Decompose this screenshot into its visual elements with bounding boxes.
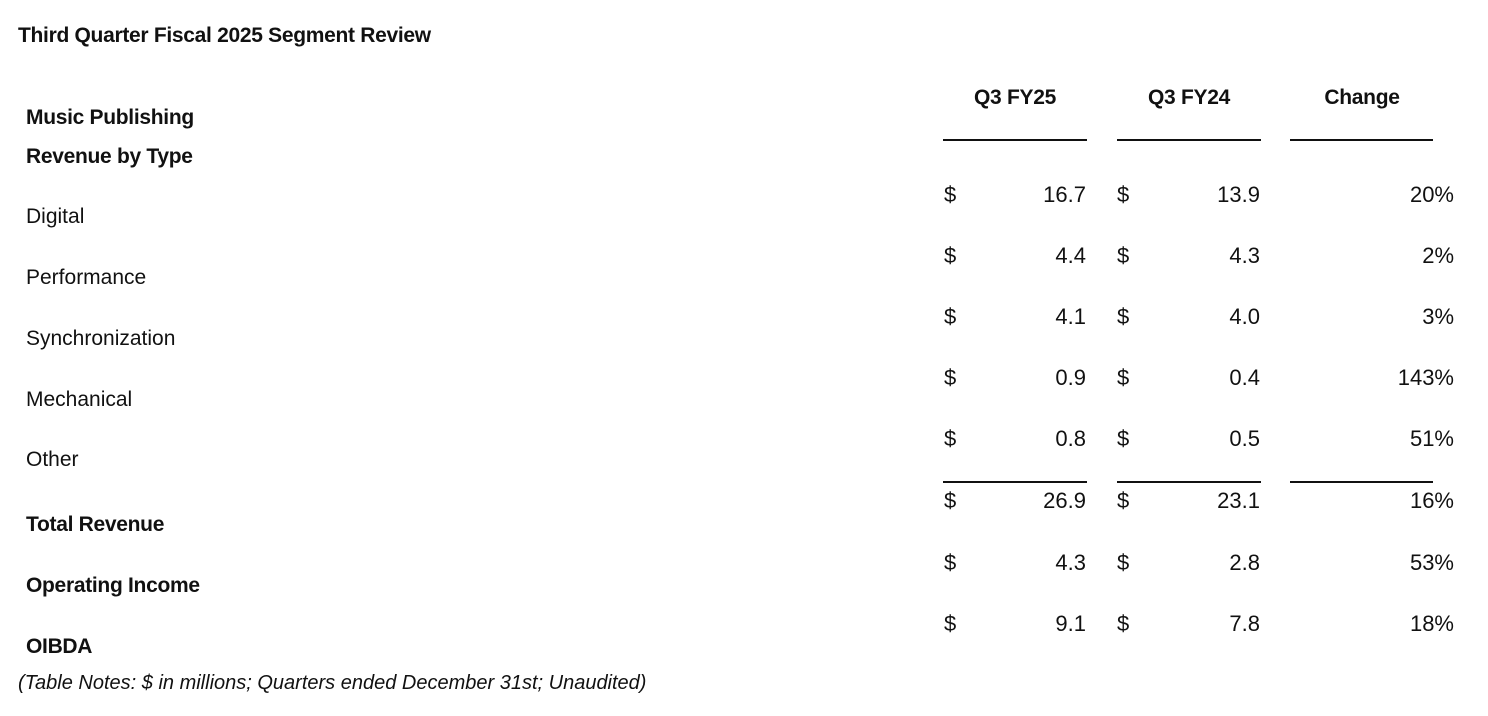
row-label: Digital xyxy=(26,205,85,228)
column-header-change: Change xyxy=(1324,86,1400,109)
cell-change: 16% xyxy=(1409,488,1454,513)
row-label: Synchronization xyxy=(26,327,176,350)
cell-change: 51% xyxy=(1409,426,1454,451)
cell-q3fy25: 16.7 xyxy=(1043,182,1086,207)
row-label: Operating Income xyxy=(26,574,200,597)
currency-symbol: $ xyxy=(944,243,957,268)
currency-symbol: $ xyxy=(944,182,957,207)
segment-heading: Music Publishing xyxy=(26,106,194,129)
currency-symbol: $ xyxy=(1117,611,1130,636)
cell-q3fy24: 4.0 xyxy=(1229,304,1260,329)
cell-q3fy24: 23.1 xyxy=(1217,488,1260,513)
currency-symbol: $ xyxy=(944,365,957,390)
currency-symbol: $ xyxy=(944,611,957,636)
currency-symbol: $ xyxy=(1117,243,1130,268)
currency-symbol: $ xyxy=(1117,488,1130,513)
cell-q3fy25: 4.1 xyxy=(1055,304,1086,329)
currency-symbol: $ xyxy=(944,304,957,329)
cell-change: 20% xyxy=(1409,182,1454,207)
currency-symbol: $ xyxy=(944,488,957,513)
revenue-subheading: Revenue by Type xyxy=(26,145,193,168)
cell-q3fy25: 9.1 xyxy=(1055,611,1086,636)
cell-change: 53% xyxy=(1409,550,1454,575)
cell-q3fy25: 0.8 xyxy=(1055,426,1086,451)
cell-q3fy24: 0.4 xyxy=(1229,365,1260,390)
header-underline-q3fy25 xyxy=(943,139,1087,141)
cell-q3fy25: 0.9 xyxy=(1055,365,1086,390)
row-label: Performance xyxy=(26,266,147,289)
cell-change: 3% xyxy=(1422,304,1454,329)
total-rule-q3fy25 xyxy=(943,481,1087,483)
cell-change: 143% xyxy=(1397,365,1454,390)
cell-q3fy24: 4.3 xyxy=(1229,243,1260,268)
cell-q3fy24: 13.9 xyxy=(1217,182,1260,207)
currency-symbol: $ xyxy=(944,550,957,575)
cell-q3fy24: 0.5 xyxy=(1229,426,1260,451)
cell-change: 18% xyxy=(1409,611,1454,636)
total-rule-change xyxy=(1290,481,1433,483)
header-underline-q3fy24 xyxy=(1117,139,1261,141)
currency-symbol: $ xyxy=(1117,426,1130,451)
currency-symbol: $ xyxy=(1117,304,1130,329)
cell-q3fy24: 7.8 xyxy=(1229,611,1260,636)
table-notes: (Table Notes: $ in millions; Quarters en… xyxy=(18,672,647,694)
currency-symbol: $ xyxy=(1117,550,1130,575)
currency-symbol: $ xyxy=(1117,182,1130,207)
column-header-q3fy24: Q3 FY24 xyxy=(1148,86,1230,109)
total-rule-q3fy24 xyxy=(1117,481,1261,483)
page-title: Third Quarter Fiscal 2025 Segment Review xyxy=(18,24,431,47)
cell-q3fy24: 2.8 xyxy=(1229,550,1260,575)
row-label: Total Revenue xyxy=(26,513,165,536)
cell-q3fy25: 4.4 xyxy=(1055,243,1086,268)
currency-symbol: $ xyxy=(944,426,957,451)
cell-q3fy25: 4.3 xyxy=(1055,550,1086,575)
cell-q3fy25: 26.9 xyxy=(1043,488,1086,513)
currency-symbol: $ xyxy=(1117,365,1130,390)
column-header-q3fy25: Q3 FY25 xyxy=(974,86,1056,109)
row-label: OIBDA xyxy=(26,635,93,658)
row-label: Other xyxy=(26,448,79,471)
row-label: Mechanical xyxy=(26,388,133,411)
cell-change: 2% xyxy=(1422,243,1454,268)
header-underline-change xyxy=(1290,139,1433,141)
